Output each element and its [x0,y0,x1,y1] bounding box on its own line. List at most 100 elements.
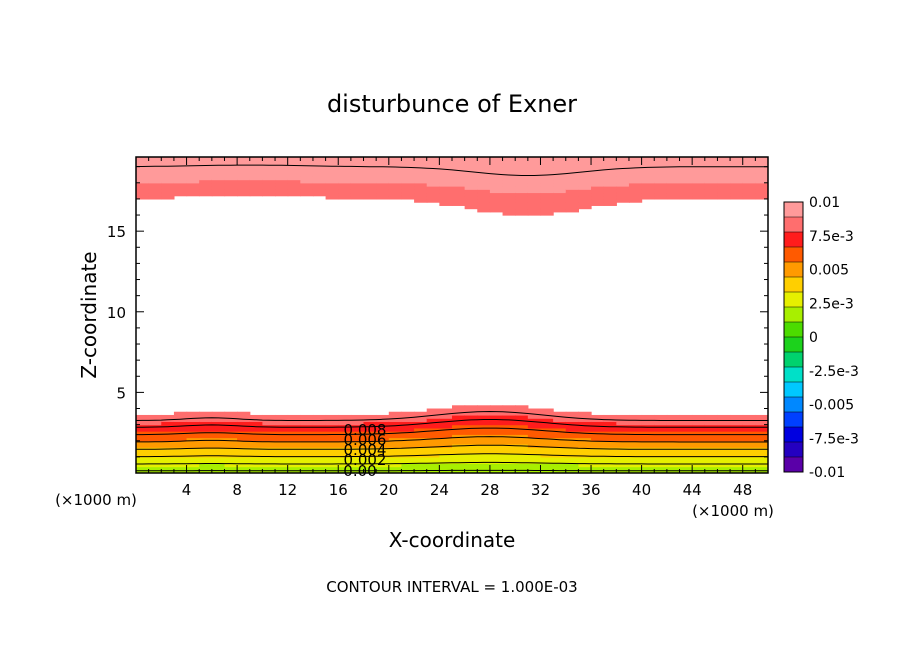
contour-cell [578,437,592,442]
contour-cell [426,173,440,177]
contour-cell [527,166,542,171]
contour-cell [237,157,251,161]
contour-cell [325,189,339,194]
contour-cell [401,173,415,177]
contour-cell [452,450,466,455]
contour-cell [477,437,491,442]
contour-cell [452,447,466,452]
contour-cell [199,182,213,187]
contour-cell [237,453,251,458]
contour-cell [148,189,162,194]
contour-cell [628,189,643,194]
contour-cell [161,440,175,445]
contour-cell [350,192,365,197]
contour-cell [224,463,238,468]
contour-cell [565,466,579,471]
contour-cell [717,160,731,165]
contour-cell [553,166,567,171]
contour-cell [628,157,643,161]
contour-cell [717,189,731,194]
contour-cell [515,160,529,165]
contour-cell [489,466,504,471]
contour-cell [477,166,491,171]
contour-cell [262,456,276,461]
contour-cell [262,157,276,161]
contour-cell [578,424,592,429]
contour-cell [515,169,529,174]
contour-cell [136,166,150,171]
contour-cell [527,434,542,439]
contour-cell [325,173,339,177]
colorbar-label: 7.5e-3 [809,229,854,245]
contour-cell [414,469,428,473]
contour-cell [186,434,200,439]
contour-cell [464,427,478,432]
contour-cell [628,469,643,473]
contour-cell [565,198,579,203]
contour-cell [489,189,504,194]
contour-cell [603,182,617,187]
contour-cell [730,160,744,165]
contour-line [136,436,768,443]
contour-cell [136,440,150,445]
colorbar-swatch [784,442,803,458]
contour-cell [161,414,175,419]
contour-cell [325,176,339,181]
contour-cell [666,460,681,464]
contour-cell [325,460,339,464]
contour-cell [452,179,466,184]
contour-cell [401,443,415,448]
contour-cell [262,421,276,426]
contour-cell [742,466,756,471]
contour-cell [717,460,731,464]
contour-cell [502,163,516,168]
contour-cell [641,469,655,473]
contour-cell [527,447,542,452]
contour-cell [325,195,339,200]
contour-cell [173,466,188,471]
contour-cell [679,176,693,181]
contour-cell [477,427,491,432]
contour-cell [704,434,719,439]
contour-cell [426,437,440,442]
contour-cell [591,176,605,181]
contour-cell [376,427,390,432]
contour-cell [338,437,352,442]
contour-cell [338,163,352,168]
contour-cell [275,192,289,197]
contour-cell [401,418,415,423]
contour-cell [287,186,301,190]
contour-cell [224,424,238,429]
contour-cell [578,440,592,445]
contour-cell [477,176,491,181]
contour-cell [262,434,276,439]
contour-cell [704,414,719,419]
contour-cell [401,157,415,161]
contour-cell [262,182,276,187]
contour-cell [224,411,238,416]
contour-cell [287,466,301,471]
contour-cell [199,447,213,452]
contour-cell [173,176,188,181]
contour-cell [186,411,200,416]
contour-cell [325,456,339,461]
contour-cell [692,469,706,473]
contour-cell [161,443,175,448]
contour-cell [502,447,516,452]
contour-cell [262,189,276,194]
contour-cell [616,460,630,464]
contour-cell [388,424,403,429]
contour-cell [679,427,693,432]
contour-cell [553,421,567,426]
contour-cell [452,189,466,194]
contour-cell [426,179,440,184]
contour-cell [717,421,731,426]
contour-cell [755,166,768,171]
contour-cell [464,186,478,190]
contour-cell [350,176,365,181]
contour-cell [452,431,466,435]
contour-cell [426,408,440,413]
contour-cell [350,453,365,458]
contour-cell [376,166,390,171]
contour-cell [742,176,756,181]
